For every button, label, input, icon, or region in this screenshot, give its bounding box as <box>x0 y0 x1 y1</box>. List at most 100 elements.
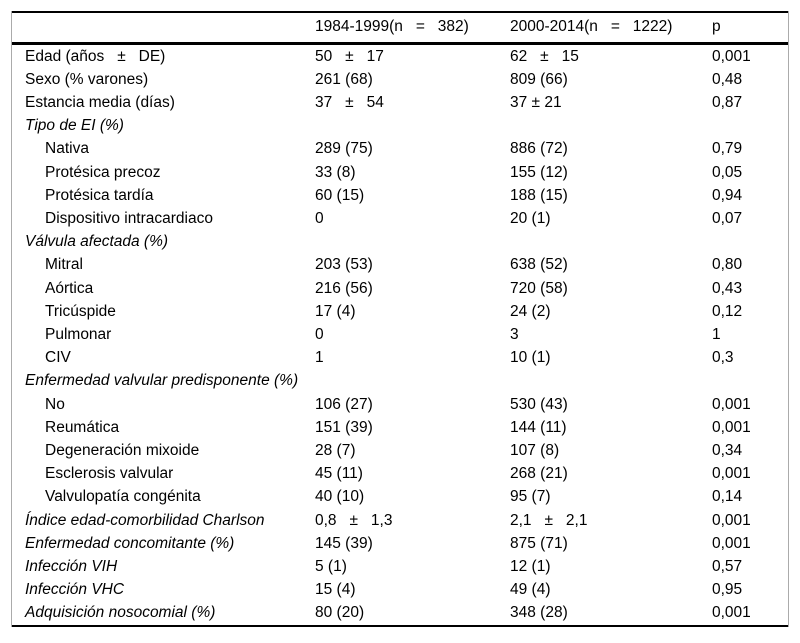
row-label: No <box>45 395 65 413</box>
p-value: 0,57 <box>712 557 743 575</box>
row-label: Enfermedad concomitante (%) <box>25 534 235 552</box>
table-row: No 106 (27) 530 (43) 0,001 <box>12 393 788 416</box>
table-row: CIV 1 10 (1) 0,3 <box>12 346 788 369</box>
value-1984-1999: 1 <box>315 349 324 367</box>
p-value: 0,80 <box>712 256 743 274</box>
value-1984-1999 <box>315 369 510 392</box>
row-label: Edad (años ± DE) <box>25 47 166 65</box>
value-2000-2014: 12 (1) <box>510 557 551 575</box>
table-row: Válvula afectada (%) <box>12 230 788 253</box>
row-label: Protésica precoz <box>45 163 161 181</box>
value-2000-2014: 155 (12) <box>510 163 568 181</box>
value-1984-1999: 45 (11) <box>315 465 363 483</box>
table-row: Pulmonar 0 3 1 <box>12 323 788 346</box>
p-value: 0,12 <box>712 302 743 320</box>
table-row: Índice edad-comorbilidad Charlson 0,8 ± 1… <box>12 509 788 532</box>
table-row: Aórtica 216 (56) 720 (58) 0,43 <box>12 277 788 300</box>
value-2000-2014: 268 (21) <box>510 465 568 483</box>
row-label: Tipo de EI (%) <box>25 117 124 135</box>
row-label: Sexo (% varones) <box>25 70 149 88</box>
table-row: Estancia media (días) 37 ± 54 37 ± 21 0,87 <box>12 91 788 114</box>
value-1984-1999: 0,8 ± 1,3 <box>315 511 393 529</box>
row-label: Tricúspide <box>45 302 116 320</box>
p-value <box>712 369 788 392</box>
table-row: Enfermedad concomitante (%) 145 (39) 875 (… <box>12 532 788 555</box>
p-value: 0,48 <box>712 70 743 88</box>
row-label: Dispositivo intracardiaco <box>45 209 213 227</box>
table-row: Tricúspide 17 (4) 24 (2) 0,12 <box>12 300 788 323</box>
value-1984-1999: 15 (4) <box>315 581 356 599</box>
value-1984-1999 <box>315 230 510 253</box>
table-row: Mitral 203 (53) 638 (52) 0,80 <box>12 253 788 276</box>
row-label: Índice edad-comorbilidad Charlson <box>25 511 265 529</box>
value-1984-1999: 5 (1) <box>315 557 347 575</box>
value-2000-2014: 530 (43) <box>510 395 568 413</box>
value-2000-2014 <box>510 230 712 253</box>
value-2000-2014: 720 (58) <box>510 279 568 297</box>
table-row: Valvulopatía congénita 40 (10) 95 (7) 0,14 <box>12 485 788 508</box>
p-value: 0,05 <box>712 163 743 181</box>
row-label: Aórtica <box>45 279 94 297</box>
p-value: 0,34 <box>712 441 743 459</box>
row-label: Estancia media (días) <box>25 93 175 111</box>
row-label: CIV <box>45 349 71 367</box>
p-value: 0,001 <box>712 534 751 552</box>
p-value: 0,87 <box>712 93 743 111</box>
table-row: Edad (años ± DE) 50 ± 17 62 ± 15 0,001 <box>12 43 788 68</box>
value-1984-1999: 145 (39) <box>315 534 373 552</box>
value-2000-2014: 107 (8) <box>510 441 560 459</box>
value-1984-1999: 17 (4) <box>315 302 356 320</box>
table-frame: 1984-1999(n = 382) 2000-2014(n = 1222) p E… <box>11 11 789 627</box>
value-1984-1999: 106 (27) <box>315 395 373 413</box>
p-value <box>712 114 788 137</box>
table-row: Protésica precoz 33 (8) 155 (12) 0,05 <box>12 161 788 184</box>
table-row: Degeneración mixoide 28 (7) 107 (8) 0,34 <box>12 439 788 462</box>
value-1984-1999: 0 <box>315 209 324 227</box>
p-value: 0,001 <box>712 511 751 529</box>
value-2000-2014: 638 (52) <box>510 256 568 274</box>
p-value: 0,79 <box>712 140 743 158</box>
column-header-period-2: 2000-2014(n = 1222) <box>510 12 712 45</box>
value-2000-2014: 886 (72) <box>510 140 568 158</box>
value-2000-2014: 2,1 ± 2,1 <box>510 511 588 529</box>
p-value: 0,001 <box>712 395 751 413</box>
value-1984-1999: 28 (7) <box>315 441 356 459</box>
table-header: 1984-1999(n = 382) 2000-2014(n = 1222) p <box>12 12 788 45</box>
row-label: Reumática <box>45 418 120 436</box>
p-value: 0,001 <box>712 418 751 436</box>
p-value: 0,07 <box>712 209 743 227</box>
value-2000-2014: 875 (71) <box>510 534 568 552</box>
table-header-row: 1984-1999(n = 382) 2000-2014(n = 1222) p <box>12 12 788 45</box>
p-value: 0,95 <box>712 581 743 599</box>
p-value: 0,94 <box>712 186 743 204</box>
value-1984-1999: 37 ± 54 <box>315 93 384 111</box>
column-header-period-1: 1984-1999(n = 382) <box>315 12 510 45</box>
value-1984-1999: 289 (75) <box>315 140 373 158</box>
value-1984-1999 <box>315 114 510 137</box>
row-label: Mitral <box>45 256 83 274</box>
column-header-p: p <box>712 12 788 45</box>
value-1984-1999: 60 (15) <box>315 186 365 204</box>
p-value: 0,001 <box>712 47 751 65</box>
value-2000-2014: 37 ± 21 <box>510 93 562 111</box>
value-1984-1999: 216 (56) <box>315 279 373 297</box>
table-row: Infección VIH 5 (1) 12 (1) 0,57 <box>12 555 788 578</box>
table-row: Esclerosis valvular 45 (11) 268 (21) 0,001 <box>12 462 788 485</box>
value-1984-1999: 203 (53) <box>315 256 373 274</box>
table-row: Protésica tardía 60 (15) 188 (15) 0,94 <box>12 184 788 207</box>
value-2000-2014: 95 (7) <box>510 488 551 506</box>
value-2000-2014: 10 (1) <box>510 349 551 367</box>
value-2000-2014: 3 <box>510 325 519 343</box>
value-2000-2014: 188 (15) <box>510 186 568 204</box>
row-label: Esclerosis valvular <box>45 465 174 483</box>
row-label: Degeneración mixoide <box>45 441 200 459</box>
row-label: Pulmonar <box>45 325 112 343</box>
row-label: Valvulopatía congénita <box>45 488 201 506</box>
value-2000-2014: 144 (11) <box>510 418 567 436</box>
value-2000-2014: 348 (28) <box>510 604 568 622</box>
value-2000-2014: 62 ± 15 <box>510 47 579 65</box>
table-row: Infección VHC 15 (4) 49 (4) 0,95 <box>12 578 788 601</box>
table-row: Tipo de EI (%) <box>12 114 788 137</box>
p-value <box>712 230 788 253</box>
value-2000-2014: 20 (1) <box>510 209 551 227</box>
